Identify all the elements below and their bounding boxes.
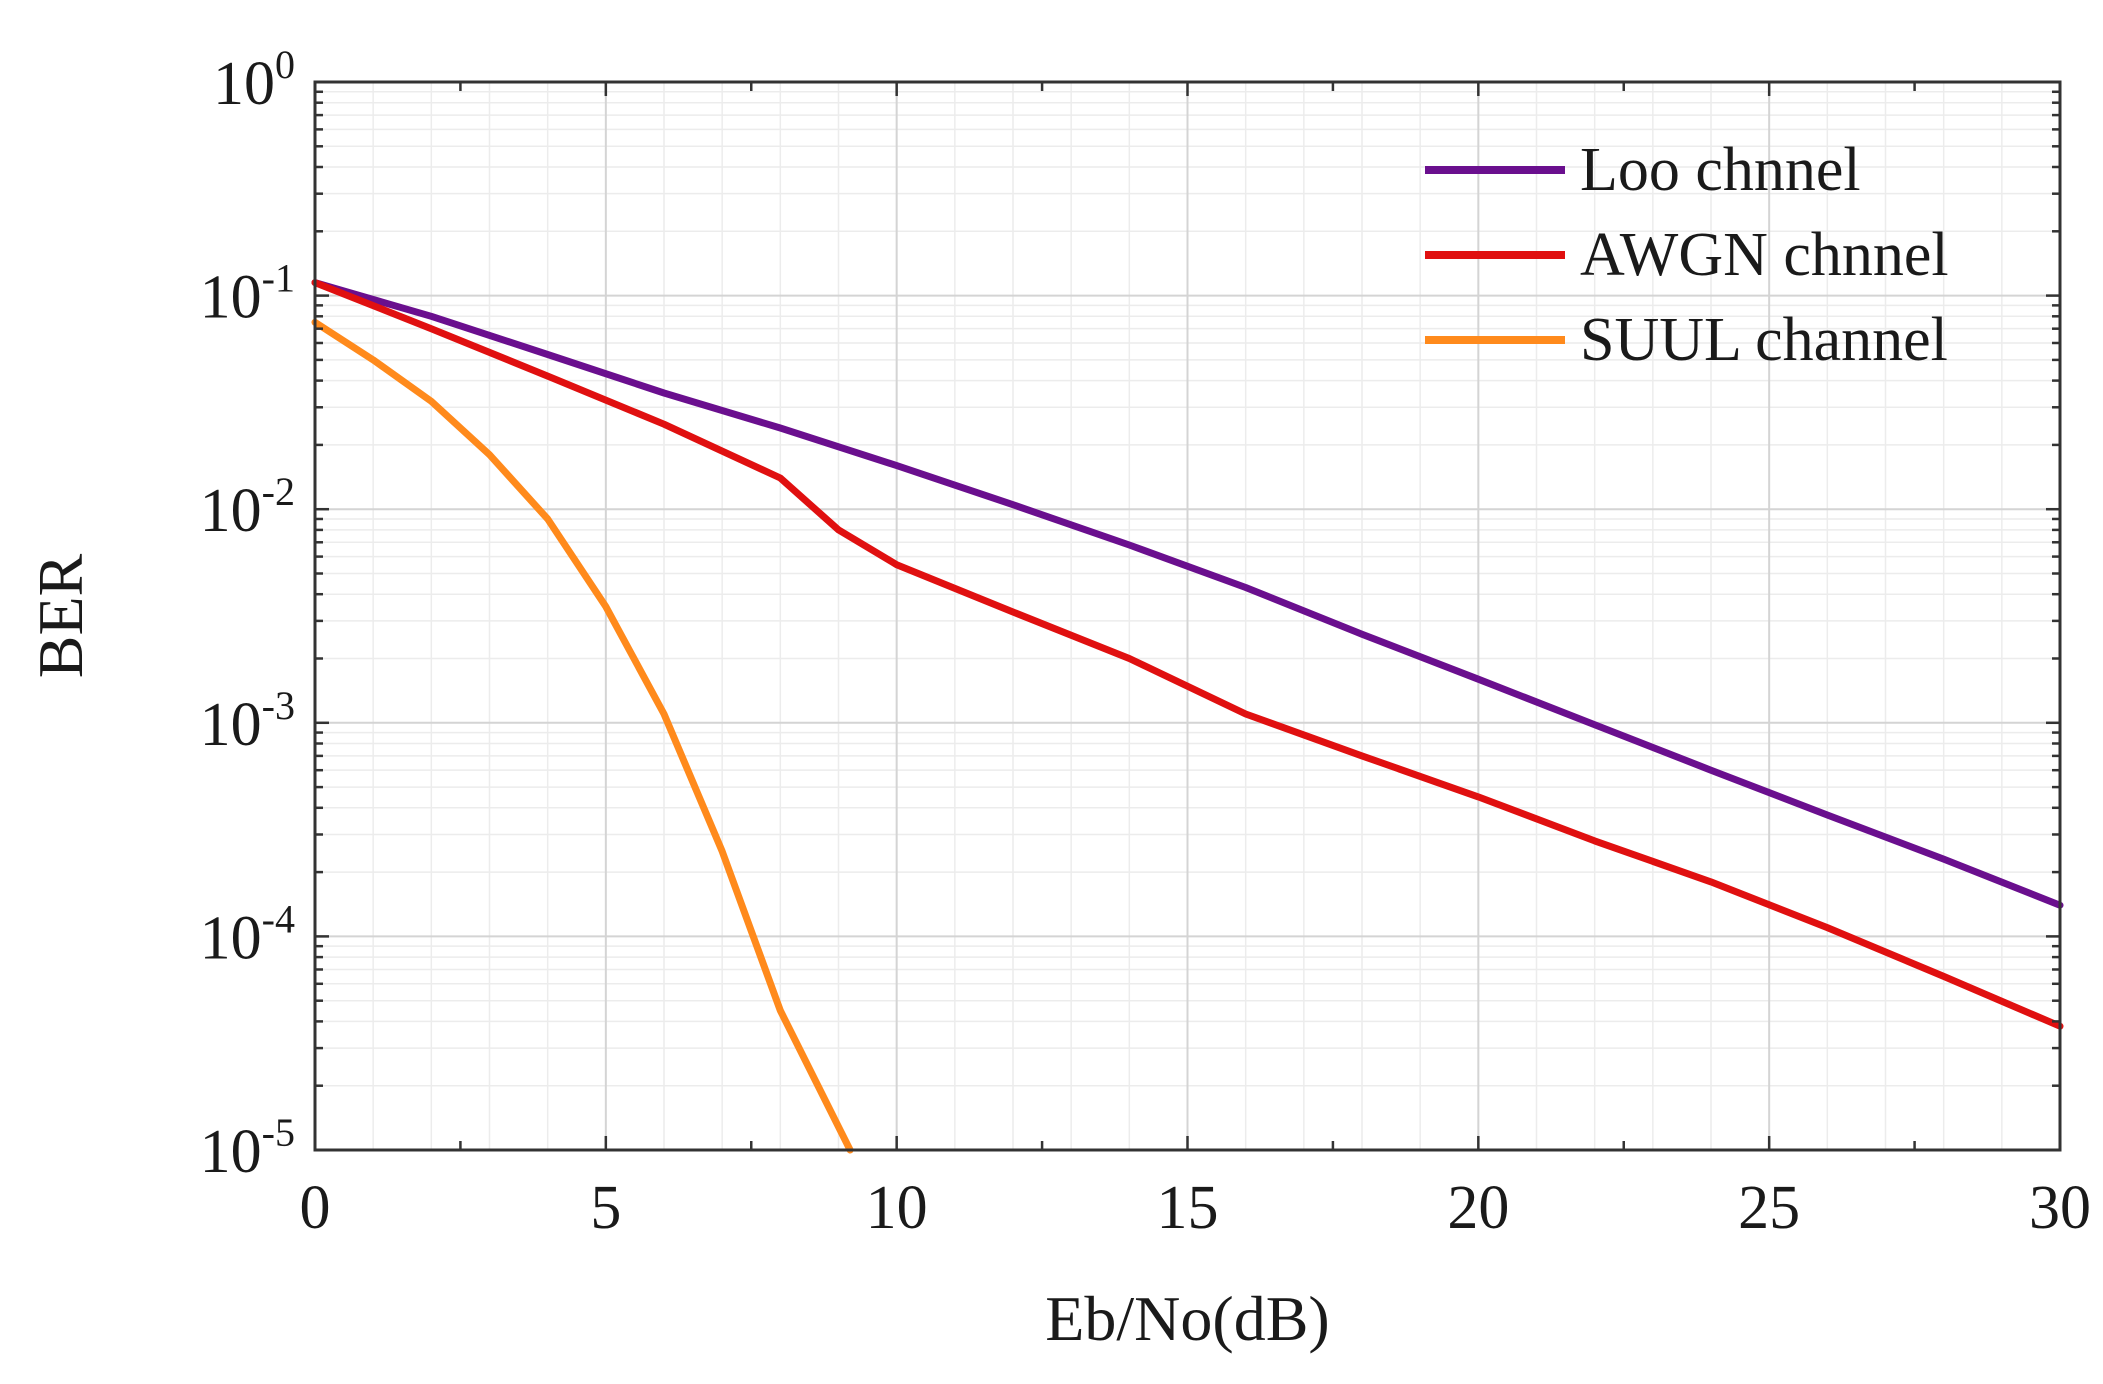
y-tick-label: 100 — [213, 42, 295, 118]
x-tick-label: 25 — [1738, 1174, 1800, 1242]
x-tick-label: 5 — [590, 1174, 621, 1242]
axis-ticks — [313, 80, 2062, 1152]
series-line-awgn-chnnel — [311, 279, 2064, 1030]
y-axis-label: BER — [25, 553, 96, 678]
y-tick-label: 10-5 — [200, 1110, 295, 1186]
x-tick-label: 20 — [1447, 1174, 1509, 1242]
y-tick-labels: 100 10-1 10-2 10-3 10-4 10-5 — [200, 42, 295, 1186]
legend: Loo chnnel AWGN chnnel SUUL channel — [1425, 136, 1949, 374]
x-tick-label: 0 — [300, 1174, 331, 1242]
series-line-loo-chnnel — [311, 279, 2064, 909]
legend-label: Loo chnnel — [1580, 136, 1861, 204]
x-tick-labels: 0 5 10 15 20 25 30 — [300, 1174, 2092, 1242]
y-tick-label: 10-3 — [200, 683, 295, 759]
x-tick-label: 10 — [866, 1174, 928, 1242]
y-tick-label: 10-4 — [200, 896, 295, 972]
legend-label: AWGN chnnel — [1580, 221, 1949, 289]
y-tick-label: 10-1 — [200, 256, 295, 332]
x-axis-label: Eb/No(dB) — [1045, 1283, 1329, 1354]
x-tick-label: 30 — [2029, 1174, 2091, 1242]
x-tick-label: 15 — [1157, 1174, 1219, 1242]
series-line-suul-channel — [311, 318, 854, 1154]
legend-label: SUUL channel — [1580, 306, 1948, 374]
plot-lines — [311, 279, 2064, 1154]
y-tick-label: 10-2 — [200, 469, 295, 545]
